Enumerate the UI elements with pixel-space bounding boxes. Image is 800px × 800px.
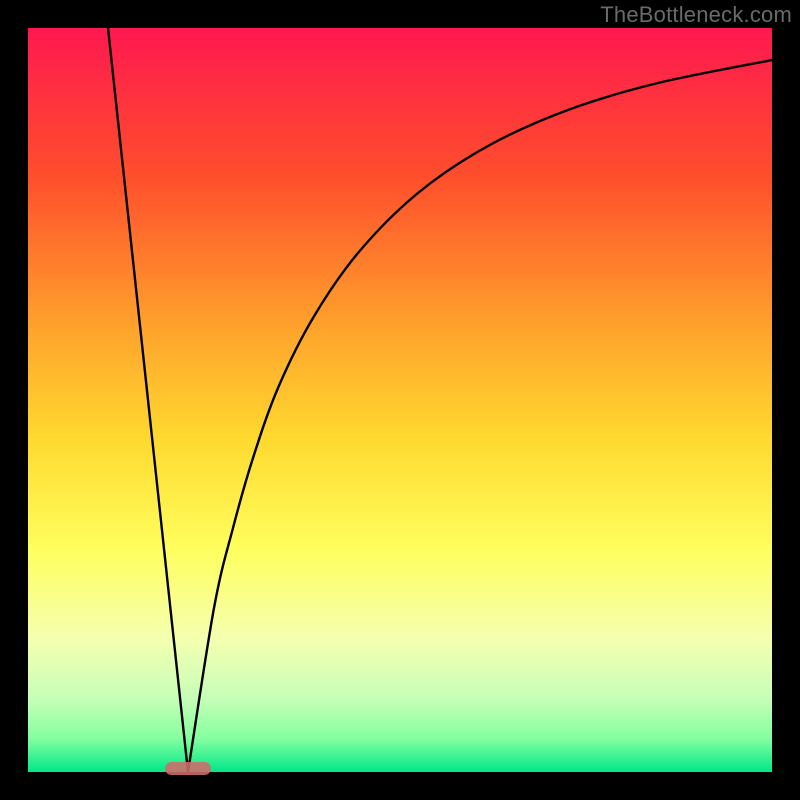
chart-container: TheBottleneck.com [0,0,800,800]
watermark-text: TheBottleneck.com [600,2,792,28]
gradient-background [28,28,772,772]
min-gap-marker [165,762,211,775]
plot-area [28,28,772,772]
